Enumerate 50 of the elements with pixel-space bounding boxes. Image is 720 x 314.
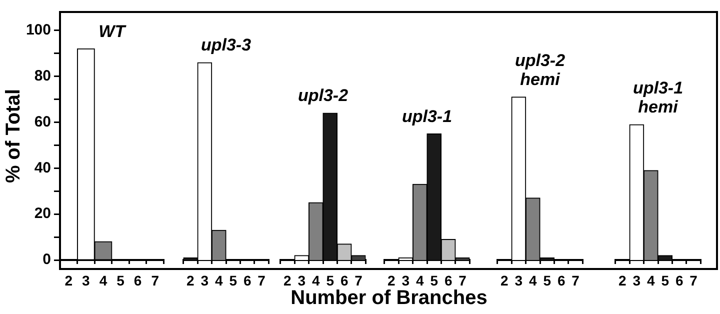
x-tick-label: 5 <box>430 272 438 288</box>
x-tick-label: 4 <box>312 272 320 288</box>
y-tick-label: 100 <box>26 22 51 39</box>
x-tick-label: 5 <box>229 272 238 288</box>
text: WT <box>98 22 127 41</box>
x-tick-label: 4 <box>528 272 537 288</box>
x-tick-label: 2 <box>64 272 73 288</box>
x-tick-label: 3 <box>514 272 523 288</box>
x-tick-label: 5 <box>543 272 552 288</box>
y-tick-label: 80 <box>34 67 51 84</box>
x-tick-label: 5 <box>116 272 125 288</box>
x-tick-label: 3 <box>200 272 209 288</box>
x-tick-label: 7 <box>458 272 467 288</box>
x-tick-label: 4 <box>214 272 223 288</box>
x-tick-label: 6 <box>557 272 566 288</box>
x-tick-label: 2 <box>500 272 509 288</box>
y-axis-title: % of Total <box>2 88 25 184</box>
x-tick-label: 4 <box>646 272 655 288</box>
x-tick-label: 4 <box>99 272 108 288</box>
x-axis-title: Number of Branches <box>290 287 488 309</box>
y-tick-label: 40 <box>34 159 51 176</box>
x-tick-label: 2 <box>618 272 627 288</box>
x-tick-label: 6 <box>340 272 348 288</box>
x-tick-label: 5 <box>661 272 670 288</box>
x-tick-label: 5 <box>326 272 334 288</box>
x-tick-label: 7 <box>258 272 266 288</box>
x-tick-label: 2 <box>186 272 195 288</box>
x-tick-label: 7 <box>151 272 160 288</box>
x-tick-label: 3 <box>82 272 90 288</box>
y-tick-label: 0 <box>42 251 51 268</box>
text: upl3-2 hemi <box>514 51 566 90</box>
x-tick-label: 4 <box>416 272 424 288</box>
x-tick-label: 6 <box>134 272 142 288</box>
text: upl3-3 <box>200 36 252 55</box>
text: upl3-1 <box>402 106 452 126</box>
x-tick-label: 7 <box>690 272 698 288</box>
x-tick-label: 3 <box>298 272 306 288</box>
text: upl3-2 <box>298 86 349 106</box>
x-tick-label: 7 <box>354 272 363 288</box>
x-tick-label: 6 <box>243 272 252 288</box>
text: upl3-1 hemi <box>632 78 684 117</box>
y-tick-label: 20 <box>34 205 51 222</box>
x-tick-label: 2 <box>284 272 292 288</box>
x-tick-label: 2 <box>388 272 396 288</box>
y-tick-label: 60 <box>34 113 51 130</box>
x-tick-label: 6 <box>444 272 452 288</box>
x-tick-label: 6 <box>675 272 684 288</box>
x-tick-label: 3 <box>632 272 641 288</box>
x-tick-label: 3 <box>402 272 410 288</box>
x-tick-label: 7 <box>572 272 580 288</box>
